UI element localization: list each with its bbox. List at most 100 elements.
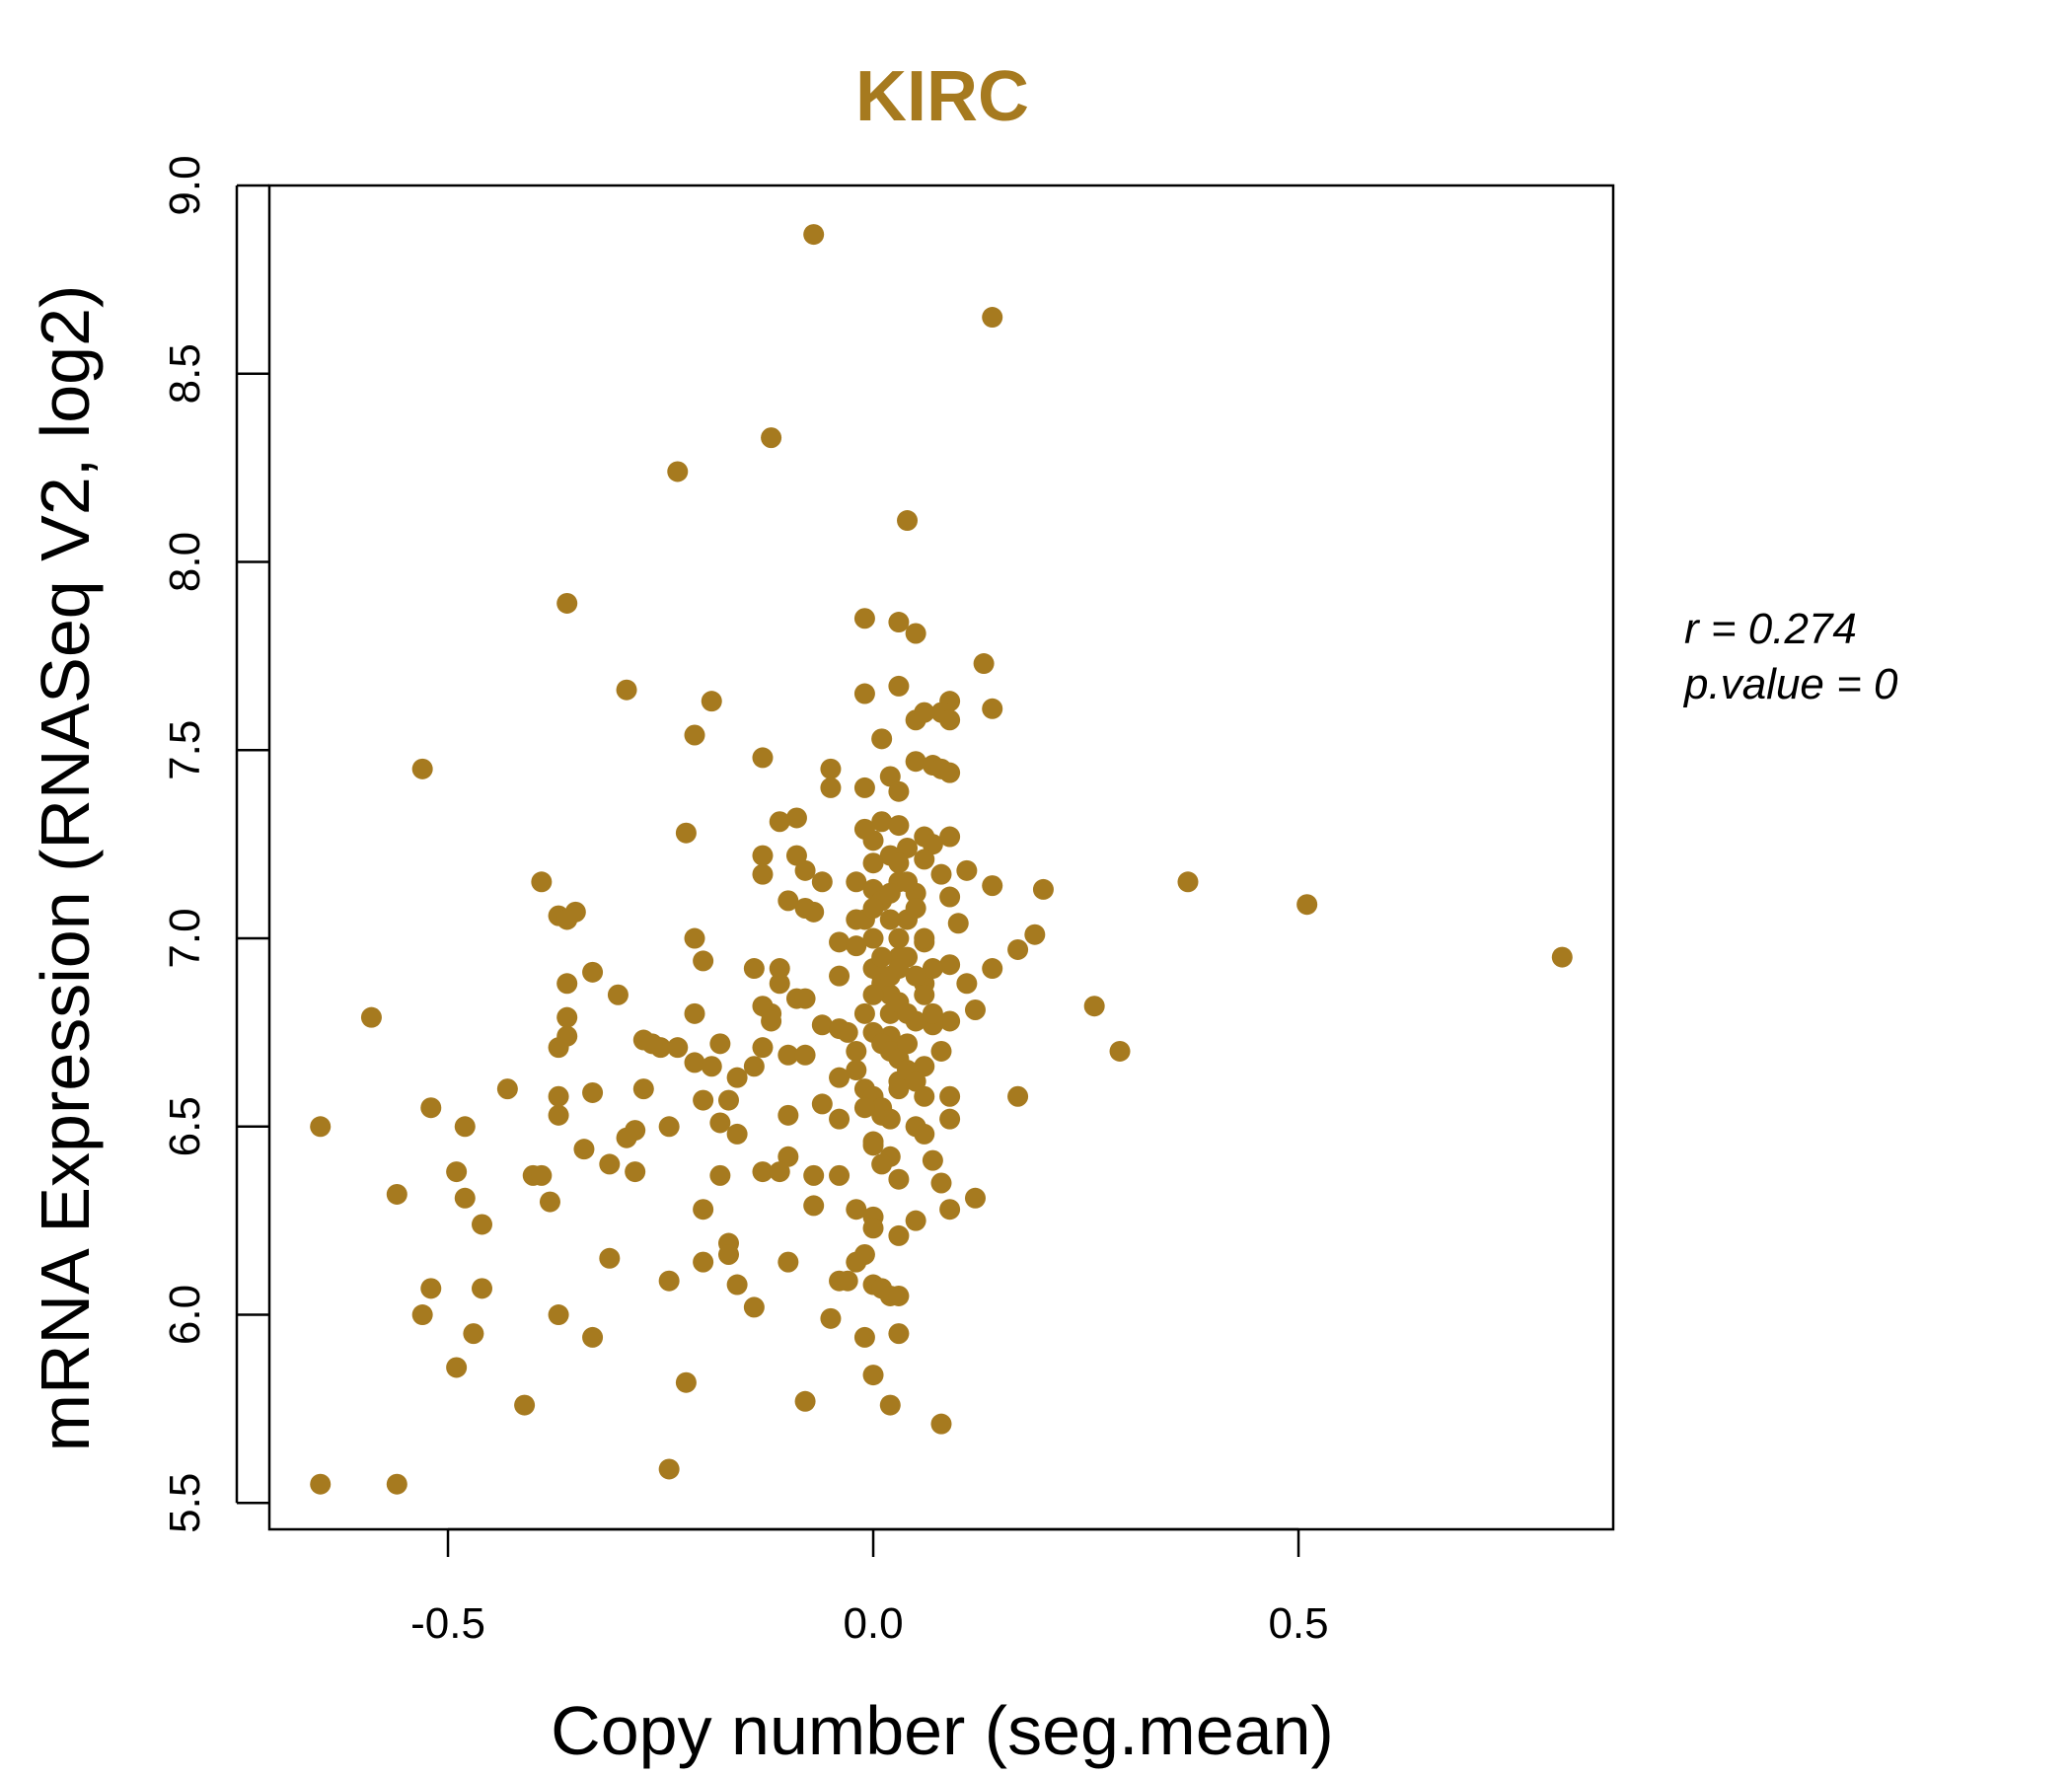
data-point [1177,871,1199,893]
data-point [846,1251,867,1273]
data-point [472,1278,493,1299]
data-point [531,1164,553,1186]
data-point [914,702,935,723]
data-point [888,852,910,874]
data-point [939,1010,961,1032]
data-point [582,1081,604,1103]
data-point [862,898,884,920]
data-point [761,1010,782,1032]
data-point [888,612,910,633]
data-point [846,1199,867,1221]
data-point [411,758,433,779]
data-point [777,1251,799,1273]
data-point [871,728,893,750]
data-point [811,1093,833,1115]
data-point [888,1078,910,1100]
y-tick-label: 8.0 [161,532,209,592]
y-tick-label: 9.0 [161,155,209,215]
x-axis: -0.5 0.0 0.5 [410,1527,1329,1648]
data-point [726,1274,748,1295]
data-point [939,709,961,731]
data-point [871,811,893,833]
y-tick-label: 7.5 [161,720,209,780]
x-tick-label: 0.5 [1268,1599,1328,1648]
data-point [922,1002,943,1024]
correlation-p-value: p.value = 0 [1682,660,1898,708]
data-point [964,1187,986,1209]
data-point [930,1413,952,1435]
data-point [684,1052,705,1073]
data-point [573,1139,595,1160]
data-point [862,927,884,949]
data-point [846,1060,867,1081]
data-point [667,461,689,482]
x-tick-label: 0.0 [843,1599,903,1648]
data-point [556,909,578,930]
y-axis-label: mRNA Expression (RNASeq V2, log2) [27,285,104,1452]
data-point [888,675,910,697]
data-point [982,698,1003,719]
data-point [777,1146,799,1167]
data-point [752,1037,774,1059]
data-point [599,1247,621,1269]
data-point [879,766,901,787]
data-point [641,1033,663,1055]
data-point [905,623,926,644]
data-point [548,1037,569,1059]
data-point [411,1304,433,1326]
data-point [829,1067,851,1088]
data-point [607,984,629,1005]
data-point [922,1149,943,1171]
data-points [310,224,1573,1495]
data-point [862,830,884,851]
data-point [862,1135,884,1156]
data-point [717,1243,739,1265]
data-point [693,1089,714,1111]
data-point [905,1210,926,1231]
data-point [853,777,875,798]
data-point [667,1037,689,1059]
x-tick-label: -0.5 [410,1599,485,1648]
data-point [905,898,926,920]
data-point [853,683,875,704]
data-point [862,984,884,1005]
data-point [1007,938,1029,960]
data-point [897,1033,919,1055]
data-point [360,1006,382,1028]
data-point [709,1033,731,1055]
data-point [446,1161,468,1183]
data-point [446,1357,468,1378]
data-point [879,882,901,904]
data-point [752,747,774,769]
data-point [939,954,961,976]
data-point [1296,894,1318,916]
data-point [888,780,910,802]
data-point [769,958,790,980]
data-point [973,653,995,675]
data-point [956,859,978,881]
data-point [709,1164,731,1186]
data-point [684,927,705,949]
data-point [829,965,851,987]
data-point [853,1002,875,1024]
data-point [310,1116,332,1138]
data-point [785,845,807,866]
data-point [939,826,961,848]
data-point [862,1365,884,1386]
data-point [888,927,910,949]
data-point [658,1458,680,1480]
data-point [599,1153,621,1175]
data-point [709,1112,731,1134]
data-point [386,1183,407,1205]
data-point [803,901,825,923]
data-point [693,950,714,972]
chart-title: KIRC [855,57,1029,136]
data-point [888,1323,910,1345]
data-point [820,758,842,779]
data-point [726,1123,748,1145]
data-point [743,1296,765,1318]
data-point [1551,946,1573,968]
data-point [794,1044,816,1066]
data-point [905,965,926,987]
